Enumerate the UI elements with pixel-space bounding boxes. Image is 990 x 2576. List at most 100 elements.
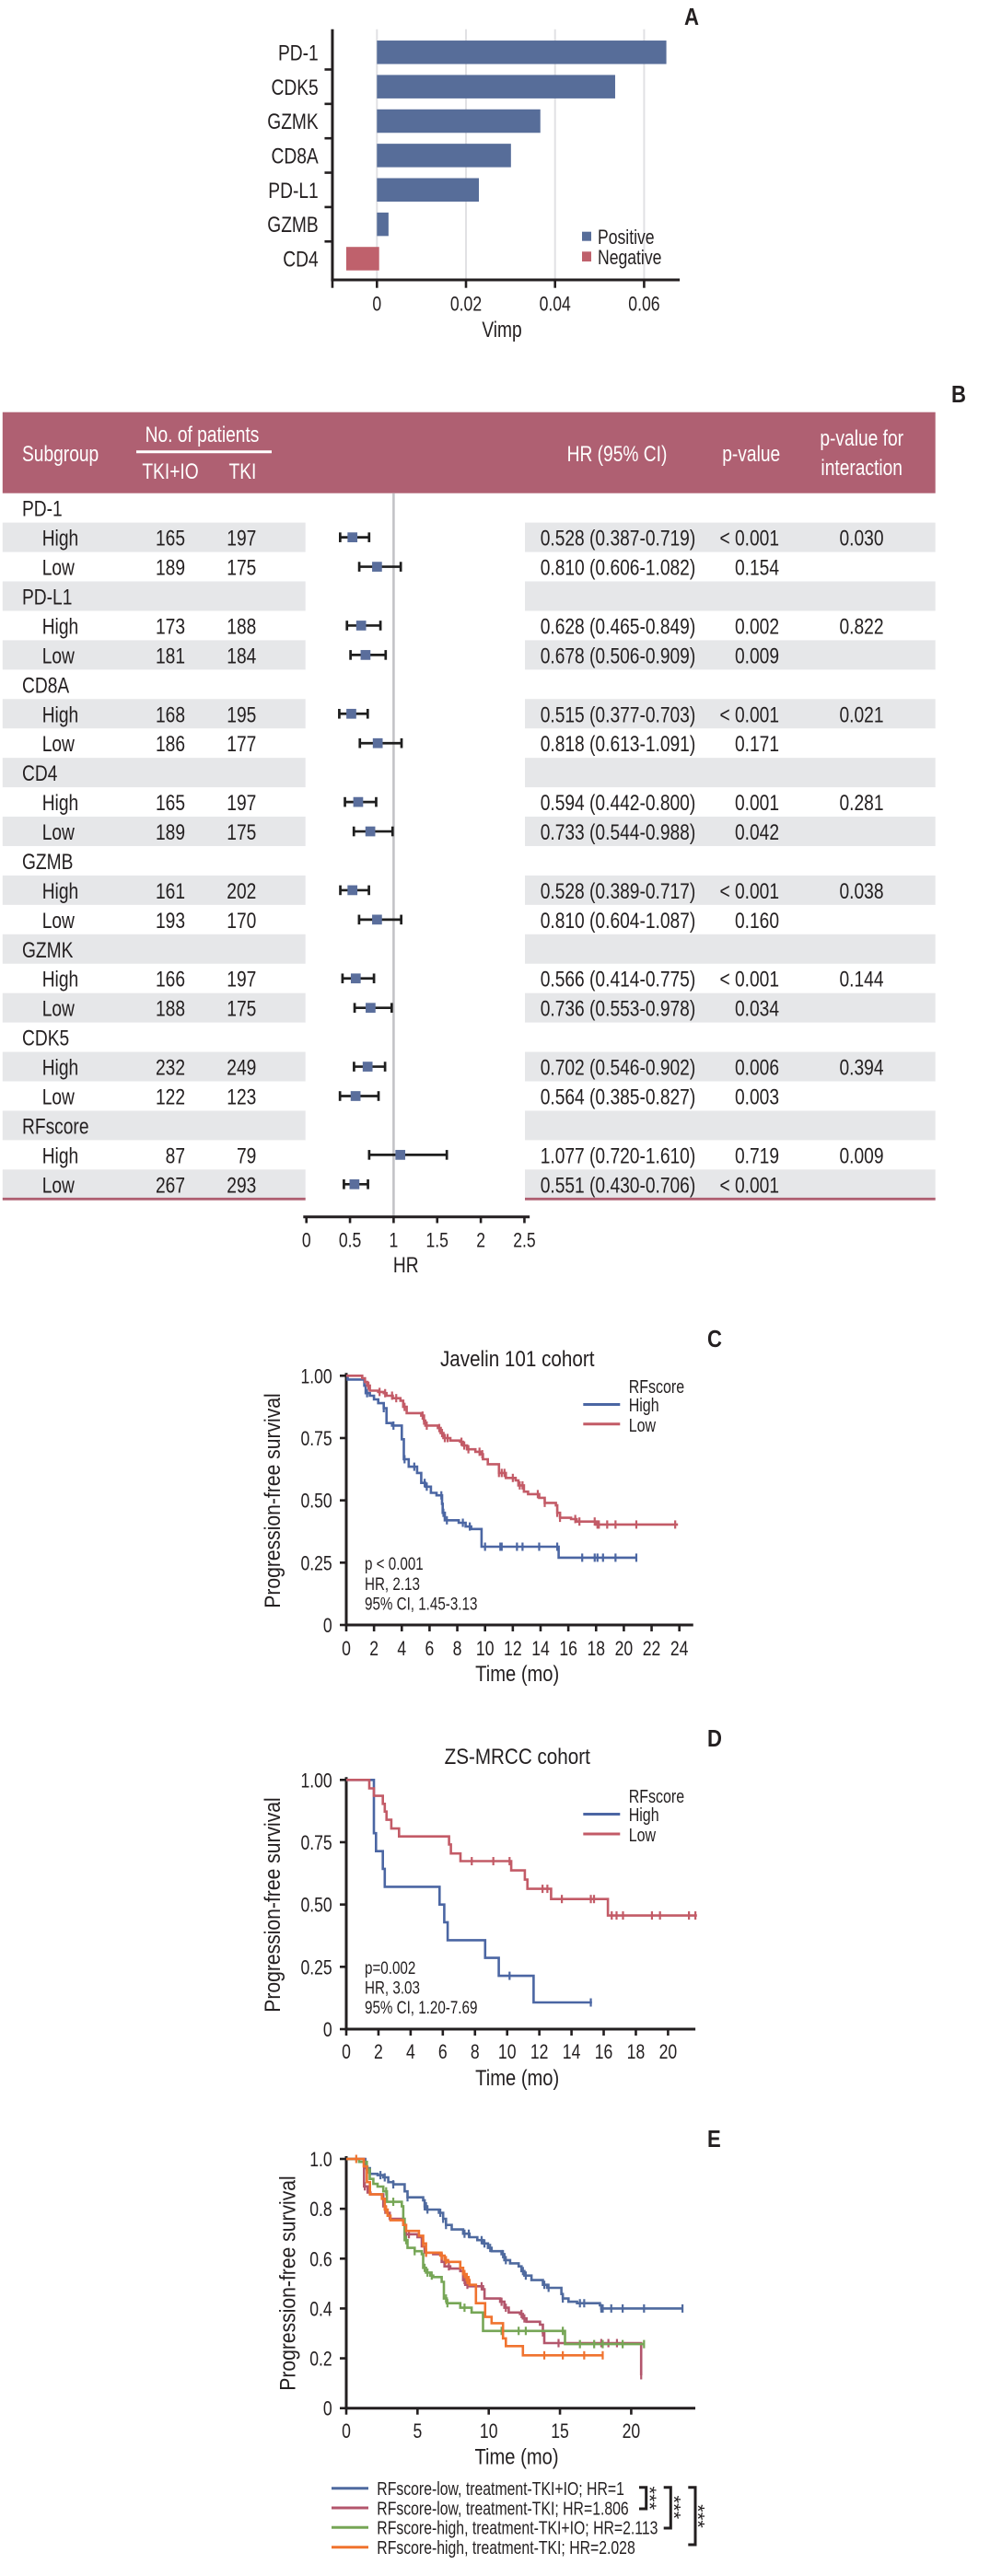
hr-point (346, 708, 356, 719)
n-patients-tki: 188 (227, 613, 256, 639)
n-patients-tki-io: 87 (166, 1143, 185, 1168)
row-stripe (2, 992, 306, 1023)
panel-label-e: E (707, 2126, 721, 2152)
significance-stars-1: *** (639, 2486, 659, 2510)
bar-plot-area: PD-1 CDK5 GZMK CD8A PD-L1 GZMB CD4 0 0.02 0.04 0.0… (267, 29, 681, 316)
level-label: High (42, 1143, 78, 1168)
km-series-rfscore-high-treatment-tki-io-hr-2-113 (346, 2157, 646, 2349)
y-tick-label: 0.75 (300, 1832, 332, 1854)
n-patients-tki-io: 188 (156, 996, 185, 1022)
significance-bracket-low-io-vs-high-tki (688, 2486, 697, 2547)
n-patients-tki: 177 (227, 731, 256, 757)
hr-point (372, 562, 382, 572)
subgroup-name: CD8A (22, 672, 70, 698)
x-tick-label: 14 (563, 2041, 581, 2063)
row-stripe (525, 758, 936, 788)
hr-point (347, 532, 358, 542)
hr-ci-value: 0.702 (0.546-0.902) (541, 1054, 696, 1080)
header-tki-io: TKI+IO (142, 458, 198, 484)
header-subgroup: Subgroup (22, 441, 99, 467)
x-tick-label: 20 (659, 2041, 678, 2063)
x-tick-label: 10 (476, 1638, 495, 1660)
n-patients-tki-io: 267 (156, 1172, 185, 1198)
x-tick-label: 0.06 (628, 294, 659, 316)
x-tick-label: 2.5 (513, 1230, 535, 1252)
subgroup-name: CDK5 (22, 1026, 69, 1051)
row-stripe (525, 522, 936, 552)
panel-label-c: C (707, 1326, 722, 1352)
header-p-interaction-line1: p-value for (820, 425, 903, 451)
x-tick-label: 2 (369, 1638, 379, 1660)
y-tick-label: 0.8 (309, 2199, 332, 2221)
legend: Positive Negative (582, 226, 661, 270)
chart-title: ZS-MRCC cohort (445, 1745, 591, 1770)
subgroup-header-row: CDK5 (22, 1026, 69, 1051)
significance-bracket-low-io-vs-high-io (663, 2486, 672, 2530)
km-plot-area: 0 0.2 0.4 0.6 0.8 1.0 0 5 10 15 20 (309, 2149, 696, 2443)
table-row: High 87 79 1.077 (0.720-1.610) 0.719 0.009 (42, 1143, 884, 1168)
header-p-interaction-line2: interaction (821, 455, 903, 481)
x-tick-label: 0 (342, 2420, 351, 2443)
category-label: PD-L1 (268, 178, 318, 203)
x-tick-label: 0.02 (450, 294, 482, 316)
level-label: Low (42, 1172, 75, 1198)
legend-label: RFscore-low, treatment-TKI; HR=1.806 (377, 2499, 628, 2519)
n-patients-tki-io: 186 (156, 731, 185, 757)
y-tick-label: 1.00 (300, 1770, 332, 1793)
row-stripe (2, 1110, 306, 1141)
n-patients-tki: 197 (227, 967, 256, 992)
p-value-annotation: p=0.002 (365, 1957, 415, 1978)
category-label: CD4 (283, 246, 318, 272)
header-no-of-patients: No. of patients (146, 422, 260, 447)
row-stripe (2, 640, 306, 670)
n-patients-tki: 175 (227, 996, 256, 1022)
hr-point (395, 1150, 406, 1160)
n-patients-tki: 202 (227, 878, 256, 904)
table-row: High 232 249 0.702 (0.546-0.902) 0.006 0.394 (42, 1054, 884, 1080)
x-tick-label: 5 (413, 2420, 422, 2443)
ci-annotation: 95% CI, 1.20-7.69 (365, 1997, 477, 2017)
category-label: GZMB (267, 212, 318, 238)
x-tick-label: 18 (587, 1638, 605, 1660)
legend-label-high: High (629, 1395, 659, 1415)
panel-label-a: A (684, 4, 699, 30)
x-tick-label: 0 (372, 294, 381, 316)
km-curve-low (346, 1779, 697, 1917)
x-tick-label: 22 (643, 1638, 661, 1660)
category-label: PD-1 (278, 40, 319, 65)
hr-point (349, 1178, 360, 1189)
y-tick-label: 0 (323, 1615, 332, 1637)
x-tick-label: 20 (623, 2420, 641, 2443)
y-tick-label: 1.00 (300, 1366, 332, 1388)
x-tick-label: 10 (480, 2420, 498, 2443)
bar-pd-1 (377, 41, 667, 64)
y-axis-title: Progression-free survival (275, 2176, 300, 2390)
km-series-low (346, 1779, 697, 1920)
row-stripe (525, 875, 936, 905)
header-tki: TKI (228, 458, 256, 484)
x-tick-label: 8 (471, 2041, 480, 2063)
header-hr-ci: HR (95% CI) (567, 441, 668, 467)
p-interaction-value: 0.021 (839, 702, 883, 727)
n-patients-tki: 197 (227, 526, 256, 551)
row-stripe (2, 1051, 306, 1082)
x-axis-title: Time (mo) (474, 2444, 558, 2469)
x-axis-title: HR (393, 1252, 419, 1278)
p-value: 0.009 (735, 643, 779, 668)
row-stripe (2, 1169, 306, 1200)
row-stripe (525, 640, 936, 670)
bar-pd-l1 (377, 178, 480, 202)
p-value: < 0.001 (719, 526, 779, 551)
panel-a-variable-importance-chart: A PD-1 CDK5 GZMK CD8A PD-L1 GZMB CD4 0 0.02 0.04 0… (267, 4, 699, 342)
n-patients-tki-io: 193 (156, 908, 185, 934)
n-patients-tki: 249 (227, 1054, 256, 1080)
level-label: Low (42, 996, 75, 1022)
km-plot-area: 00.250.500.751.000 2 4 6 8 10 12 14 16 18 20 22 24 (300, 1366, 693, 1661)
level-label: Low (42, 908, 75, 934)
table-row: High 165 197 0.594 (0.442-0.800) 0.001 0.281 (42, 790, 884, 816)
table-row: High 173 188 0.628 (0.465-0.849) 0.002 0.822 (42, 613, 884, 639)
y-tick-label: 0.50 (300, 1895, 332, 1917)
bar-gzmb (377, 212, 389, 237)
hr-point (355, 621, 367, 631)
